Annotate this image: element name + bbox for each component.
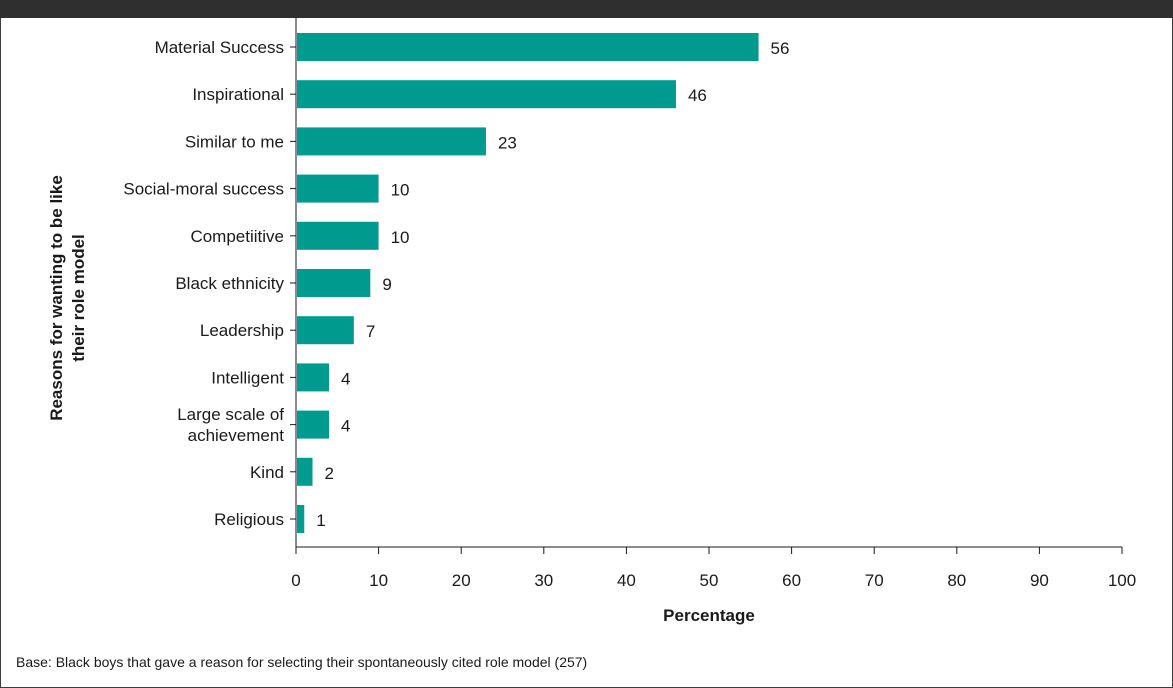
x-tick-label: 0	[291, 571, 300, 590]
data-label: 56	[771, 39, 790, 58]
data-label: 46	[688, 86, 707, 105]
x-tick-label: 50	[700, 571, 719, 590]
footnote: Base: Black boys that gave a reason for …	[16, 654, 588, 670]
category-label: Leadership	[200, 321, 284, 340]
category-label: Kind	[250, 463, 284, 482]
category-label: achievement	[188, 426, 285, 445]
data-label: 10	[391, 181, 410, 200]
bar	[297, 174, 379, 203]
bar	[297, 316, 354, 345]
x-tick-label: 30	[534, 571, 553, 590]
bar	[297, 363, 330, 392]
bar	[297, 269, 371, 297]
data-label: 23	[498, 133, 517, 152]
data-label: 4	[341, 369, 350, 388]
x-axis-title: Percentage	[663, 606, 755, 625]
bar	[297, 127, 486, 156]
category-label: Material Success	[155, 38, 284, 57]
category-label: Similar to me	[185, 132, 284, 151]
x-tick-label: 70	[865, 571, 884, 590]
data-label: 2	[325, 464, 334, 483]
bar	[297, 410, 330, 439]
x-tick-label: 60	[782, 571, 801, 590]
category-label: Competiitive	[190, 227, 284, 246]
bar	[297, 221, 379, 250]
data-label: 10	[391, 228, 410, 247]
x-tick-label: 20	[452, 571, 471, 590]
header-band	[0, 0, 1173, 18]
data-label: 1	[316, 511, 325, 530]
y-axis-title: Reasons for wanting to be like their role…	[47, 175, 88, 421]
category-label: Black ethnicity	[175, 274, 284, 293]
data-label: 7	[366, 322, 375, 341]
x-tick-label: 90	[1030, 571, 1049, 590]
x-tick-label: 100	[1108, 571, 1136, 590]
y-axis-title-line: Reasons for wanting to be like	[47, 175, 66, 421]
category-label: Religious	[214, 510, 284, 529]
data-label: 4	[341, 417, 350, 436]
category-label: Inspirational	[192, 85, 284, 104]
x-tick-label: 80	[947, 571, 966, 590]
category-label: Large scale of	[177, 405, 284, 424]
bar	[297, 457, 313, 486]
bar	[297, 80, 676, 109]
bar	[297, 505, 305, 533]
bar	[297, 33, 759, 61]
category-label: Intelligent	[211, 368, 284, 387]
data-label: 9	[382, 275, 391, 294]
x-tick-label: 40	[617, 571, 636, 590]
category-label: Social-moral success	[123, 180, 284, 199]
y-axis-title-line: their role model	[69, 234, 88, 362]
x-tick-label: 10	[369, 571, 388, 590]
